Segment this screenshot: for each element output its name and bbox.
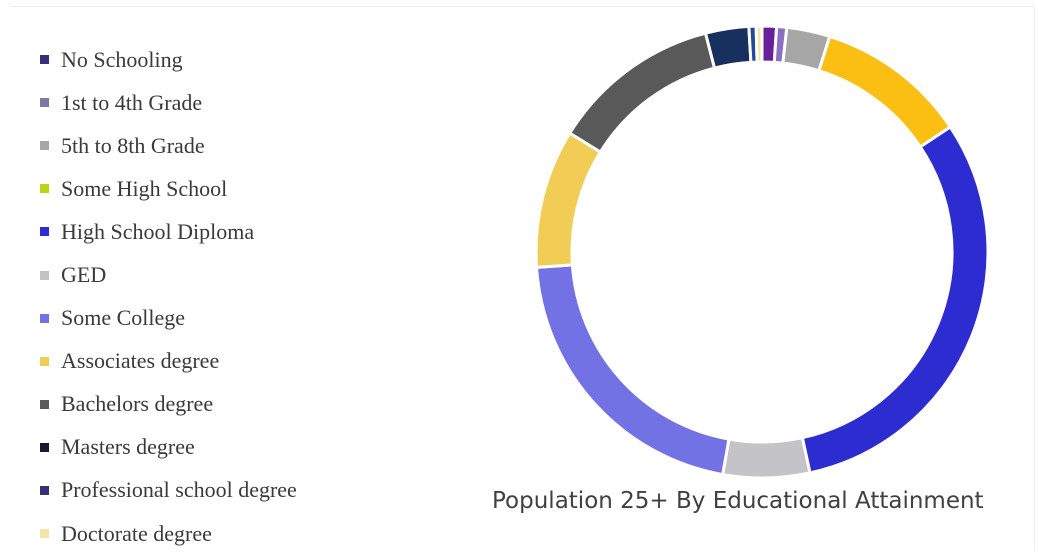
- legend-swatch: [40, 184, 49, 194]
- legend-item-5th-to-8th-grade: 5th to 8th Grade: [40, 124, 297, 167]
- top-border: [10, 6, 1035, 7]
- legend-label: 1st to 4th Grade: [61, 89, 203, 115]
- legend-item-high-school-diploma: High School Diploma: [40, 210, 297, 253]
- legend-label: 5th to 8th Grade: [61, 132, 205, 158]
- donut-slice-ged: [720, 435, 812, 480]
- legend-swatch: [40, 529, 49, 539]
- legend-item-1st-to-4th-grade: 1st to 4th Grade: [40, 81, 297, 124]
- legend-swatch: [40, 485, 49, 495]
- legend-swatch: [40, 399, 49, 409]
- legend-swatch: [40, 55, 49, 65]
- legend: No Schooling 1st to 4th Grade 5th to 8th…: [40, 38, 297, 555]
- legend-item-associates-degree: Associates degree: [40, 340, 297, 383]
- donut-slice-associates-degree: [534, 131, 603, 269]
- donut-slice-masters-degree: [703, 24, 753, 70]
- legend-label: Associates degree: [61, 348, 220, 374]
- legend-item-ged: GED: [40, 253, 297, 296]
- legend-swatch: [40, 442, 49, 452]
- donut-slice-high-school-diploma: [800, 124, 990, 475]
- legend-item-professional-school-degree: Professional school degree: [40, 469, 297, 512]
- legend-label: Some High School: [61, 175, 228, 201]
- legend-label: Doctorate degree: [61, 520, 212, 546]
- legend-swatch: [40, 313, 49, 323]
- donut-slice-some-college: [534, 263, 731, 477]
- legend-item-masters-degree: Masters degree: [40, 426, 297, 469]
- legend-label: Professional school degree: [61, 477, 297, 503]
- legend-label: Masters degree: [61, 434, 195, 460]
- donut-slice-some-high-school: [817, 34, 953, 149]
- legend-label: Some College: [61, 305, 186, 331]
- legend-label: High School Diploma: [61, 218, 255, 244]
- donut-slice-doctorate-degree: [754, 24, 764, 64]
- legend-label: Bachelors degree: [61, 391, 214, 417]
- legend-label: GED: [61, 262, 107, 288]
- donut-slices: [534, 24, 990, 480]
- right-border: [1034, 6, 1035, 551]
- legend-item-bachelors-degree: Bachelors degree: [40, 383, 297, 426]
- legend-item-some-college: Some College: [40, 297, 297, 340]
- legend-swatch: [40, 98, 49, 108]
- donut-slice-bachelors-degree: [567, 31, 717, 155]
- legend-swatch: [40, 141, 49, 151]
- legend-item-no-schooling: No Schooling: [40, 38, 297, 81]
- legend-item-doctorate-degree: Doctorate degree: [40, 512, 297, 555]
- chart-title: Population 25+ By Educational Attainment: [492, 488, 984, 514]
- legend-swatch: [40, 356, 49, 366]
- legend-swatch: [40, 270, 49, 280]
- legend-swatch: [40, 227, 49, 237]
- legend-item-some-high-school: Some High School: [40, 167, 297, 210]
- legend-label: No Schooling: [61, 46, 183, 72]
